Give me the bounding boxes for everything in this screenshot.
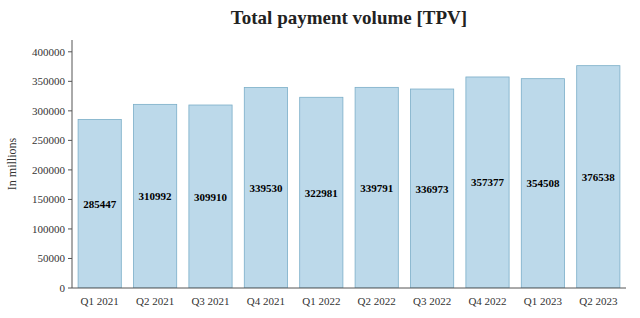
bar (244, 88, 287, 288)
x-tick-label: Q1 2021 (81, 295, 119, 307)
y-tick-label: 250000 (32, 134, 66, 146)
data-label: 339791 (360, 182, 393, 194)
y-tick-label: 0 (60, 282, 66, 294)
bars (78, 66, 620, 288)
data-label: 309910 (194, 191, 228, 203)
bar (521, 79, 564, 288)
bar (300, 97, 343, 288)
x-tick-label: Q4 2022 (468, 295, 506, 307)
y-axis-line (72, 40, 73, 288)
x-tick-label: Q3 2021 (191, 295, 229, 307)
bar (410, 89, 453, 288)
x-tick-label: Q1 2023 (524, 295, 563, 307)
y-tick (68, 110, 72, 111)
y-tick (68, 258, 72, 259)
y-tick (68, 81, 72, 82)
y-tick-label: 150000 (32, 193, 66, 205)
data-label: 376538 (582, 171, 616, 183)
data-label: 322981 (305, 187, 338, 199)
data-label: 339530 (249, 182, 283, 194)
x-tick-label: Q2 2022 (358, 295, 396, 307)
bar (466, 77, 509, 288)
y-tick-label: 100000 (32, 223, 66, 235)
bar (78, 119, 121, 288)
bar (577, 66, 620, 288)
x-tick-label: Q4 2021 (247, 295, 285, 307)
chart-container: Total payment volume [TPV] In millions 0 50… (0, 0, 640, 318)
x-tick-label: Q3 2022 (413, 295, 451, 307)
bar (189, 105, 232, 288)
chart-svg: Total payment volume [TPV] In millions 0 50… (0, 0, 640, 318)
y-tick (68, 228, 72, 229)
x-tick-label: Q1 2022 (302, 295, 340, 307)
data-label: 357377 (471, 176, 505, 188)
bar (355, 87, 398, 288)
y-tick (68, 169, 72, 170)
x-tick-label: Q2 2021 (136, 295, 174, 307)
y-tick-label: 50000 (38, 252, 66, 264)
y-tick-label: 350000 (32, 75, 66, 87)
data-label: 354508 (526, 177, 560, 189)
y-tick-label: 200000 (32, 164, 66, 176)
y-axis-label: In millions (5, 138, 19, 191)
data-label: 285447 (83, 198, 117, 210)
x-axis-line (72, 288, 626, 289)
bar (133, 104, 176, 288)
data-label: 336973 (416, 183, 450, 195)
y-tick (68, 288, 72, 289)
y-tick-label: 300000 (32, 105, 66, 117)
data-label: 310992 (139, 190, 173, 202)
y-tick (68, 51, 72, 52)
title: Total payment volume [TPV] (231, 7, 467, 28)
y-tick (68, 140, 72, 141)
y-tick-label: 400000 (32, 46, 66, 58)
y-tick (68, 199, 72, 200)
x-tick-label: Q2 2023 (579, 295, 618, 307)
